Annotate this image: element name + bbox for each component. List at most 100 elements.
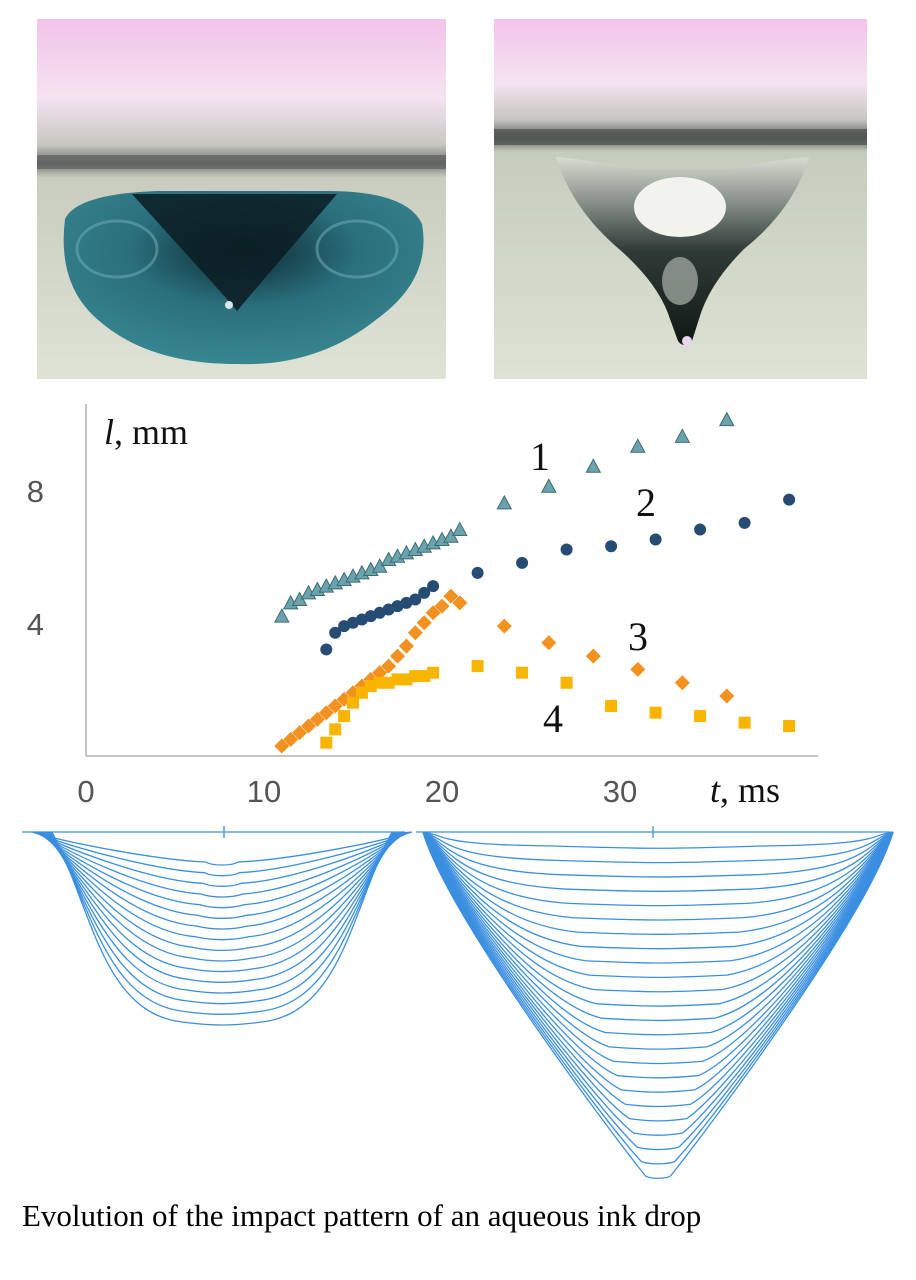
series-labels: 1 2 3 4: [530, 434, 656, 741]
contour-line: [48, 831, 396, 1005]
contour-line: [422, 831, 894, 1093]
data-point: [496, 494, 513, 510]
data-point: [560, 543, 573, 556]
contour-line: [36, 831, 408, 909]
data-point: [540, 478, 557, 493]
contour-line: [40, 831, 404, 941]
x-tick-label: 10: [247, 774, 281, 809]
contour-line: [422, 831, 894, 1036]
data-point: [407, 625, 423, 641]
figure-caption: Evolution of the impact pattern of an aq…: [22, 1198, 702, 1233]
contour-line: [33, 831, 411, 877]
contour-line: [34, 831, 410, 887]
data-point: [451, 521, 468, 537]
contour-line: [51, 831, 393, 1026]
data-point: [372, 665, 388, 681]
contour-line: [422, 831, 894, 849]
data-point: [694, 710, 707, 723]
data-point: [783, 720, 796, 733]
x-axis-symbol: t: [710, 770, 721, 810]
water-drop-profile-contours: [416, 826, 894, 1179]
data-point: [427, 666, 440, 679]
contour-line: [38, 831, 406, 919]
data-point: [347, 696, 359, 709]
series-2: [320, 493, 796, 656]
penetration-depth-chart: 0 10 20 30 4 8 l, mm t, ms 1 2 3 4: [27, 404, 818, 810]
contour-line: [422, 831, 894, 1065]
data-point: [694, 523, 707, 536]
data-point: [327, 698, 343, 714]
series-1: [273, 411, 735, 623]
data-point: [496, 618, 512, 634]
contour-line: [422, 831, 894, 1108]
data-point: [738, 716, 751, 729]
x-axis-unit: , ms: [720, 770, 780, 810]
contour-line: [422, 831, 894, 979]
series-label-2: 2: [636, 480, 656, 525]
data-point: [471, 566, 484, 579]
data-point: [630, 661, 646, 677]
y-tick-label: 8: [27, 474, 44, 509]
x-tick-label: 0: [77, 774, 94, 809]
data-point: [434, 598, 450, 614]
data-point: [363, 671, 379, 687]
data-point: [318, 705, 334, 721]
contour-line: [35, 831, 409, 898]
water-drop-cavity-illustration: [494, 19, 867, 379]
y-tick-labels: 4 8: [27, 474, 44, 642]
contour-line: [422, 831, 894, 1165]
series-4: [320, 660, 796, 749]
data-point: [320, 736, 333, 749]
contour-line: [422, 831, 894, 1122]
contour-line: [31, 831, 413, 866]
contour-line: [422, 831, 894, 1136]
contour-line: [50, 831, 394, 1015]
x-tick-labels: 0 10 20 30: [77, 774, 637, 809]
cavity-profile-contours: [22, 826, 894, 1179]
data-point: [418, 586, 431, 599]
contour-line: [422, 831, 894, 950]
contour-line: [43, 831, 401, 962]
x-tick-label: 30: [603, 774, 637, 809]
x-tick-label: 20: [425, 774, 459, 809]
data-point: [320, 643, 333, 656]
data-point: [338, 710, 351, 723]
data-point: [718, 411, 735, 427]
y-tick-label: 4: [27, 607, 44, 642]
data-point: [409, 593, 422, 606]
contour-line: [422, 831, 894, 935]
y-axis-unit: , mm: [114, 412, 188, 452]
contour-line: [422, 831, 894, 878]
data-point: [629, 438, 646, 453]
contour-line: [422, 831, 894, 1007]
data-point: [274, 738, 290, 754]
data-point: [292, 725, 308, 741]
data-point: [649, 706, 662, 719]
ink-drop-cavity-photo: [37, 19, 446, 379]
series-label-4: 4: [543, 696, 563, 741]
data-point: [674, 428, 691, 443]
contour-line: [39, 831, 405, 930]
contour-line: [422, 831, 894, 1151]
contour-line: [44, 831, 400, 973]
contour-line: [422, 831, 894, 921]
series-label-3: 3: [628, 614, 648, 659]
contour-line: [422, 831, 894, 1079]
contour-line: [47, 831, 397, 994]
data-point: [783, 493, 796, 506]
data-point: [605, 540, 618, 553]
data-point: [738, 516, 751, 529]
data-point: [541, 635, 557, 651]
y-axis-symbol: l: [104, 412, 114, 452]
series-3: [274, 588, 735, 754]
data-point: [329, 626, 342, 639]
data-point: [649, 533, 662, 546]
data-point: [560, 676, 573, 689]
data-point: [425, 605, 441, 621]
series-label-1: 1: [530, 434, 550, 479]
data-point: [390, 648, 405, 664]
contour-line: [42, 831, 402, 951]
x-axis-title: t, ms: [710, 770, 780, 810]
data-point: [301, 718, 316, 734]
data-point: [585, 458, 602, 473]
